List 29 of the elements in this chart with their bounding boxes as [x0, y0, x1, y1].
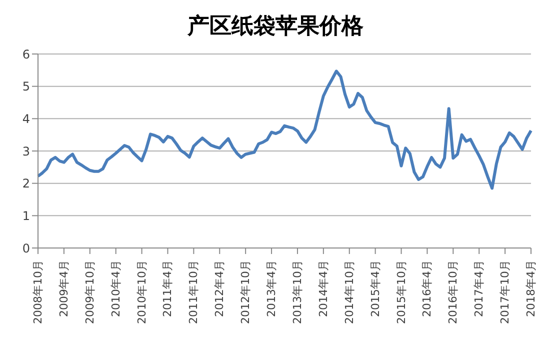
x-tick-label: 2017年4月 — [472, 260, 486, 317]
x-tick-label: 2016年10月 — [446, 260, 460, 324]
x-tick-label: 2009年10月 — [83, 260, 96, 324]
x-tick-label: 2017年10月 — [498, 260, 512, 324]
x-tick-label: 2018年4月 — [524, 260, 538, 317]
x-tick-label: 2011年4月 — [161, 260, 174, 317]
x-tick-label: 2014年10月 — [342, 260, 356, 324]
y-tick-label: 5 — [22, 80, 30, 94]
y-tick-label: 6 — [22, 47, 30, 62]
x-tick-label: 2015年10月 — [394, 260, 408, 324]
x-tick-label: 2013年10月 — [290, 260, 304, 324]
x-tick-label: 2012年4月 — [213, 260, 226, 317]
x-tick-label: 2013年4月 — [265, 260, 278, 317]
x-tick-label: 2010年10月 — [135, 260, 148, 324]
x-tick-label: 2009年4月 — [57, 260, 70, 317]
y-tick-label: 4 — [22, 112, 30, 126]
x-tick-label: 2015年4月 — [368, 260, 382, 317]
x-tick-label: 2011年10月 — [187, 260, 200, 324]
x-tick-label: 2010年4月 — [109, 260, 122, 317]
line-series — [36, 70, 532, 190]
y-tick-label: 3 — [22, 144, 30, 158]
chart-title: 产区纸袋苹果价格 — [186, 12, 364, 41]
y-tick-label: 1 — [22, 208, 30, 223]
x-tick-label: 2014年4月 — [316, 260, 330, 317]
x-tick-label: 2008年10月 — [32, 260, 44, 324]
x-tick-label: 2016年4月 — [420, 260, 434, 317]
y-tick-label: 0 — [22, 241, 30, 256]
y-tick-label: 2 — [22, 176, 30, 191]
x-tick-label: 2012年10月 — [239, 260, 252, 324]
